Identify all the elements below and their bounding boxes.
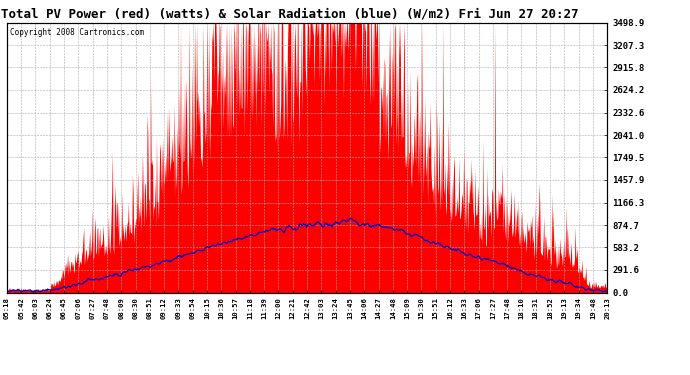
Text: Copyright 2008 Cartronics.com: Copyright 2008 Cartronics.com bbox=[10, 28, 144, 37]
Text: Total PV Power (red) (watts) & Solar Radiation (blue) (W/m2) Fri Jun 27 20:27: Total PV Power (red) (watts) & Solar Rad… bbox=[1, 8, 578, 21]
